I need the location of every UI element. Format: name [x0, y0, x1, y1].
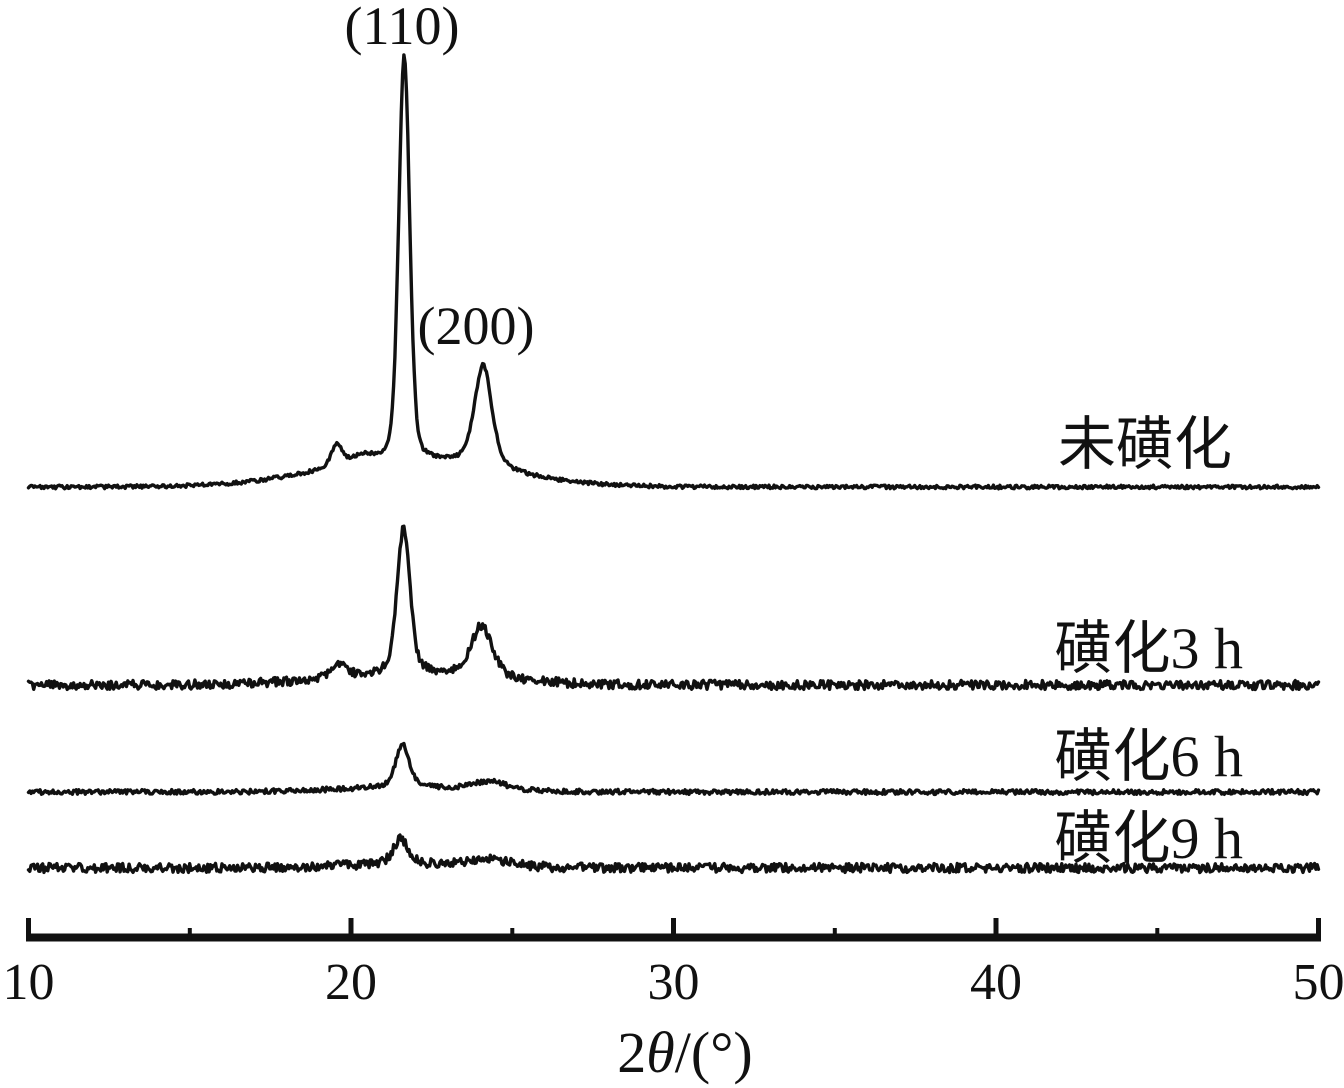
diffraction-curves: [26, 53, 1321, 875]
tick-label-30: 30: [648, 954, 700, 1011]
x-axis: [26, 918, 1321, 942]
tick-label-20: 20: [325, 954, 377, 1011]
x-axis-title: 2θ/(°): [617, 1020, 752, 1085]
tick-label-50: 50: [1293, 954, 1344, 1011]
series-label-sulfonated-3h: 磺化3 h: [1054, 616, 1243, 681]
tick-label-40: 40: [970, 954, 1022, 1011]
x-axis-tick-labels: 10 20 30 40 50: [3, 954, 1344, 1011]
peak-annotation-110: (110): [345, 0, 460, 56]
axis-title-suffix: /(°): [675, 1020, 753, 1085]
xrd-curve-0: [26, 53, 1321, 491]
peak-annotation-200: (200): [418, 296, 535, 356]
series-label-sulfonated-6h: 磺化6 h: [1054, 724, 1243, 789]
series-labels: 未磺化 磺化3 h 磺化6 h 磺化9 h: [1054, 412, 1243, 871]
peak-annotations: (110) (200): [345, 0, 535, 356]
tick-label-10: 10: [3, 954, 55, 1011]
xrd-curve-2: [26, 741, 1321, 797]
axis-title-theta: θ: [646, 1020, 675, 1085]
series-label-unsulfonated: 未磺化: [1058, 412, 1232, 477]
series-label-sulfonated-9h: 磺化9 h: [1054, 806, 1243, 871]
xrd-curve-1: [26, 524, 1321, 692]
axis-title-prefix: 2: [617, 1020, 646, 1085]
xrd-curve-3: [26, 833, 1321, 875]
